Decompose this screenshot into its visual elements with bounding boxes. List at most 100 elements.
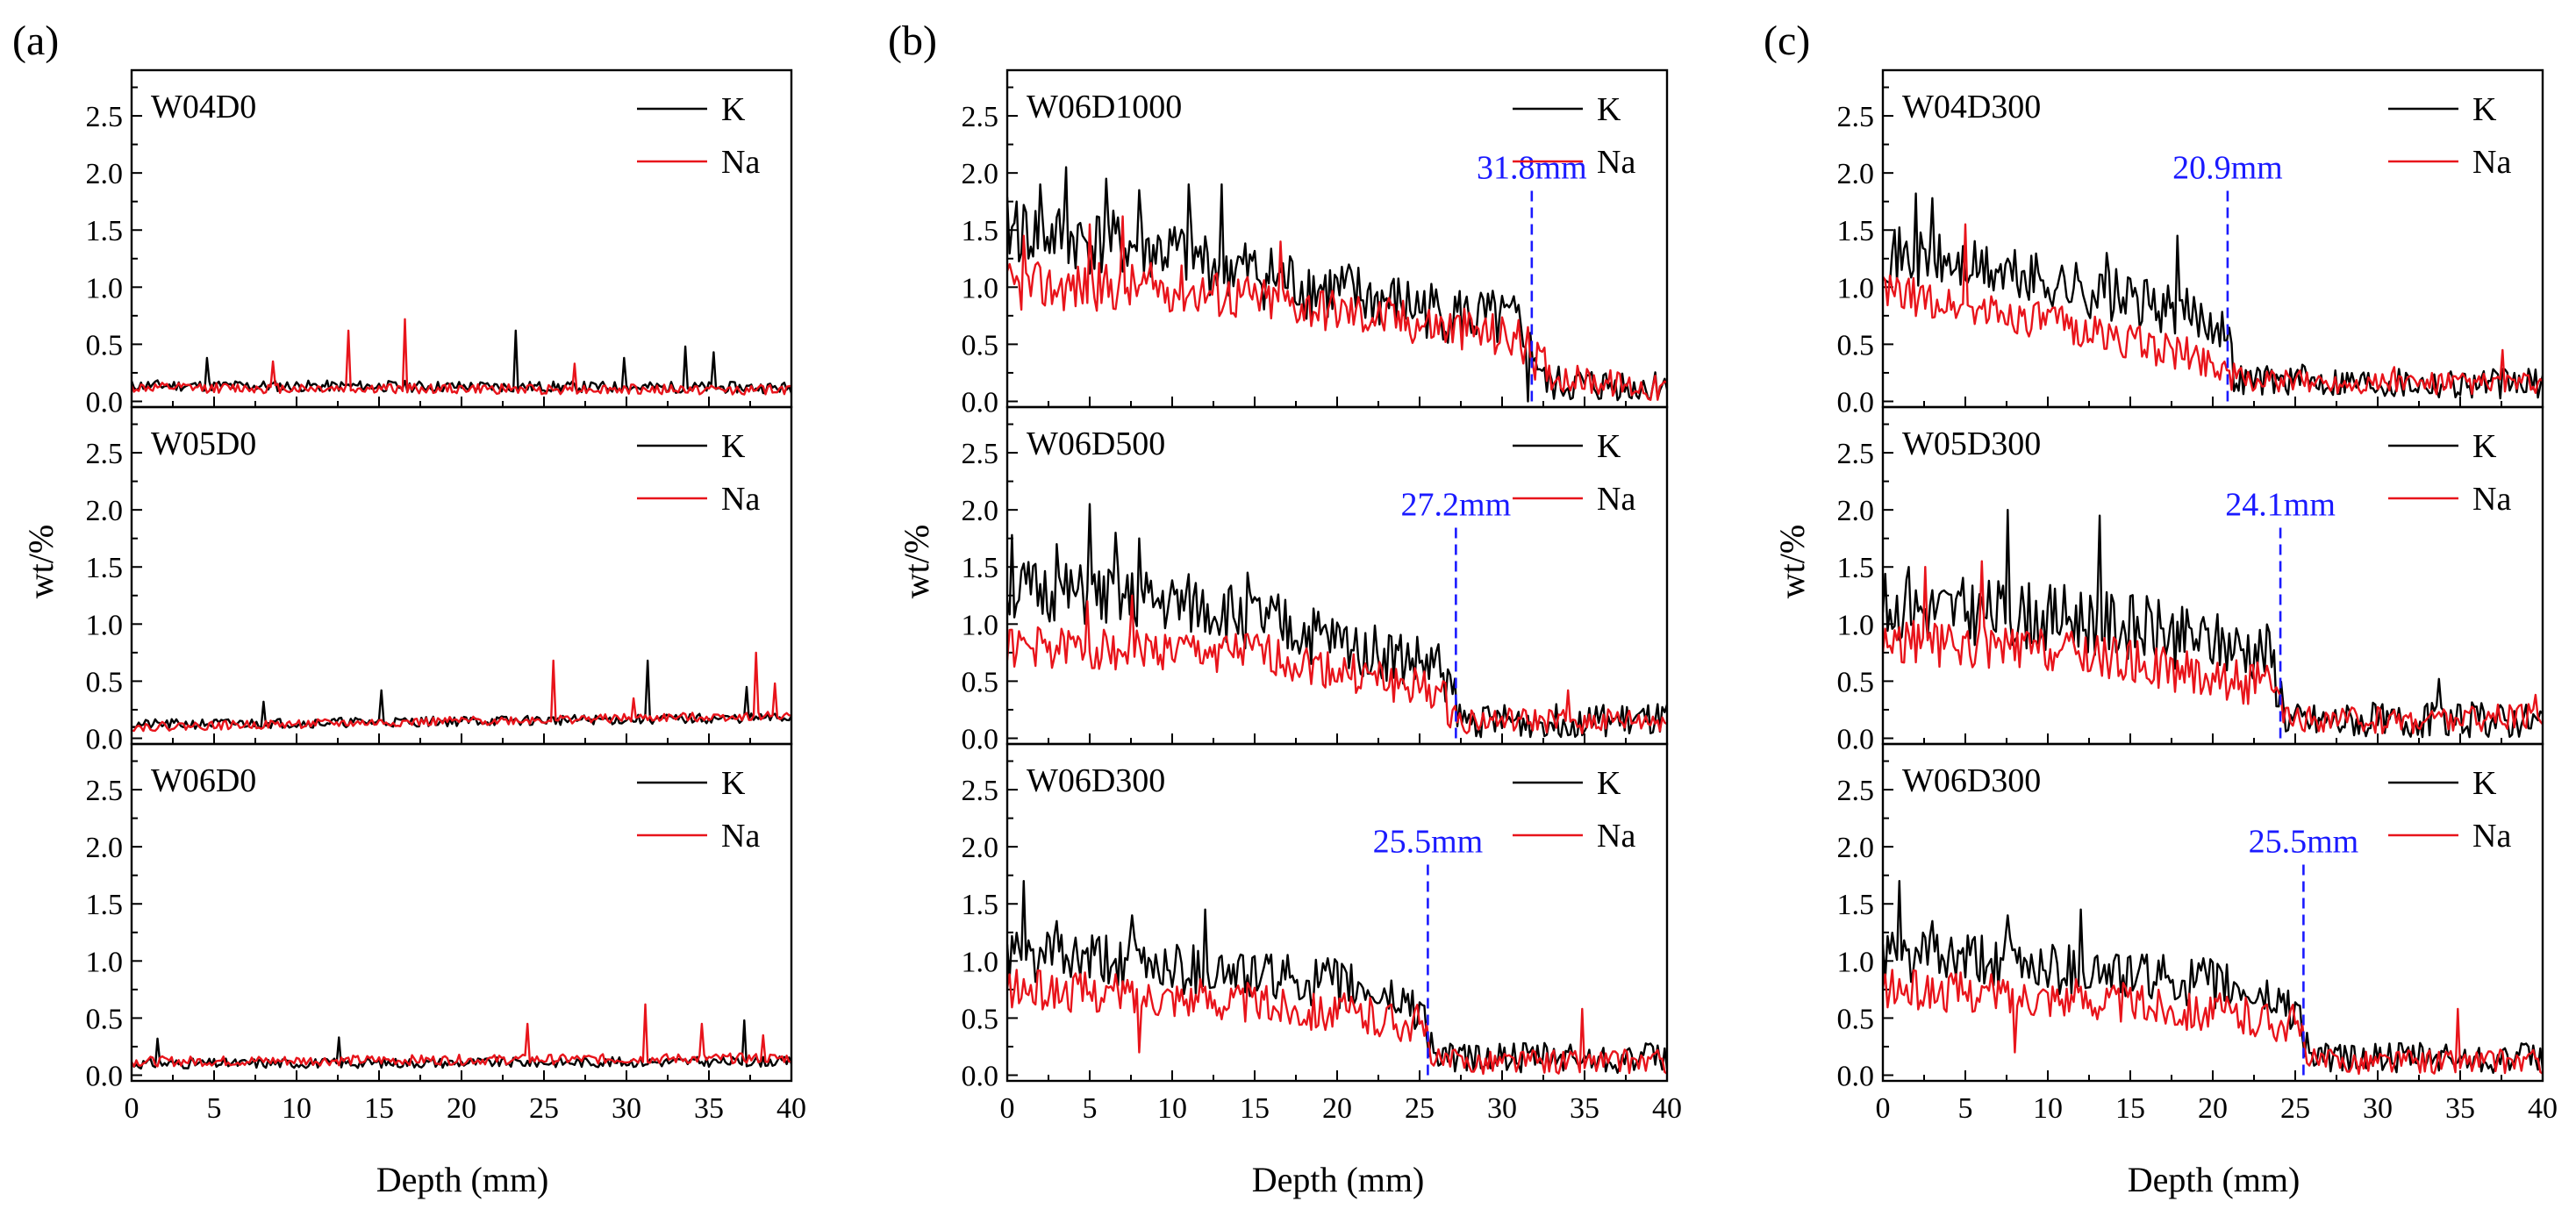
y-tick-label: 0.0 — [86, 723, 124, 755]
x-tick-label: 25 — [529, 1092, 559, 1125]
y-tick-label: 2.0 — [86, 832, 124, 864]
y-tick-label: 1.5 — [86, 552, 124, 584]
y-tick-label: 1.0 — [86, 609, 124, 641]
y-tick-label: 2.0 — [962, 158, 999, 190]
plot-frame — [130, 742, 793, 1083]
series-line-k — [1007, 166, 1667, 403]
x-tick-label: 5 — [207, 1092, 222, 1125]
y-tick-label: 1.0 — [1837, 946, 1875, 978]
y-tick-label: 2.0 — [1837, 495, 1875, 527]
y-tick-label: 2.5 — [962, 438, 999, 470]
x-tick-label: 10 — [1157, 1092, 1187, 1125]
y-tick-label: 0.0 — [962, 386, 999, 418]
subplot-title: W04D300 — [1902, 89, 2041, 125]
series-group — [132, 651, 791, 733]
y-tick-label: 0.0 — [962, 1060, 999, 1092]
series-line-k — [1007, 503, 1667, 739]
legend-label-na: Na — [2472, 144, 2511, 181]
x-tick-label: 40 — [1652, 1092, 1682, 1125]
y-tick-label: 1.5 — [962, 889, 999, 921]
y-tick-label: 1.0 — [962, 609, 999, 641]
legend-label-k: K — [2472, 91, 2497, 128]
y-tick-label: 0.5 — [86, 666, 124, 698]
x-tick-label: 25 — [2280, 1092, 2310, 1125]
legend-label-na: Na — [721, 481, 760, 518]
x-tick-label: 5 — [1958, 1092, 1973, 1125]
y-tick-label: 0.0 — [962, 723, 999, 755]
depth-marker-label: 20.9mm — [2172, 150, 2283, 187]
subplot-w05d0: 0.0 0.5 1.0 1.5 2.0 2.5 W05D0 K Na — [86, 405, 793, 755]
subplot-title: W04D0 — [151, 89, 256, 125]
y-tick-label: 1.0 — [1837, 609, 1875, 641]
subplot-w04d300: 0.0 0.5 1.0 1.5 2.0 2.5 20.9mm W04D300 K Na — [1837, 68, 2544, 418]
subplot-title: W06D500 — [1027, 426, 1165, 462]
y-tick-label: 1.5 — [86, 889, 124, 921]
series-line-k — [1883, 192, 2543, 400]
subplot-w06d0: 0.0 0.5 1.0 1.5 2.0 2.5 0 5 10 15 20 25 30 35 40 W06D0 K… — [86, 742, 806, 1125]
series-group — [1883, 509, 2543, 739]
y-tick-label: 0.5 — [962, 1003, 999, 1035]
y-tick-label: 2.5 — [86, 775, 124, 807]
subplot-w06d1000: 0.0 0.5 1.0 1.5 2.0 2.5 31.8mm W06D1000 K Na — [962, 68, 1669, 418]
y-tick-label: 1.5 — [962, 215, 999, 247]
subplot-title: W05D0 — [151, 426, 256, 462]
y-tick-label: 1.5 — [1837, 552, 1875, 584]
legend-label-na: Na — [2472, 481, 2511, 518]
x-tick-label: 30 — [2363, 1092, 2393, 1125]
plot-frame — [1881, 742, 2544, 1083]
y-tick-label: 1.5 — [962, 552, 999, 584]
x-tick-label: 10 — [282, 1092, 311, 1125]
depth-marker-label: 25.5mm — [2249, 824, 2359, 861]
y-tick-label: 0.5 — [1837, 666, 1875, 698]
y-tick-label: 1.5 — [86, 215, 124, 247]
series-line-na — [1007, 969, 1667, 1076]
legend-label-k: K — [2472, 428, 2497, 465]
series-group — [132, 318, 791, 396]
series-line-na — [1007, 594, 1667, 734]
x-tick-label: 0 — [1000, 1092, 1015, 1125]
legend-label-na: Na — [2472, 818, 2511, 855]
panel-label-b: (b) — [888, 18, 937, 64]
legend-label-k: K — [1597, 765, 1621, 802]
x-tick-label: 30 — [612, 1092, 641, 1125]
y-tick-label: 1.0 — [962, 272, 999, 304]
subplot-title: W06D300 — [1027, 762, 1165, 799]
legend-label-na: Na — [721, 818, 760, 855]
subplot-title: W06D1000 — [1027, 89, 1182, 125]
y-tick-label: 2.5 — [1837, 438, 1875, 470]
x-tick-label: 15 — [2115, 1092, 2145, 1125]
series-line-k — [132, 329, 791, 395]
x-tick-label: 5 — [1083, 1092, 1098, 1125]
x-tick-label: 0 — [125, 1092, 140, 1125]
legend-label-k: K — [721, 91, 746, 128]
y-tick-label: 2.5 — [962, 101, 999, 133]
legend-label-k: K — [1597, 91, 1621, 128]
y-tick-label: 1.5 — [1837, 215, 1875, 247]
y-tick-label: 0.0 — [1837, 723, 1875, 755]
depth-marker-label: 24.1mm — [2225, 487, 2336, 524]
x-axis-label-b: Depth (mm) — [1252, 1160, 1425, 1199]
y-axis-label-b: wt/% — [897, 525, 936, 598]
panel-label-c: (c) — [1764, 18, 1810, 64]
legend-label-k: K — [1597, 428, 1621, 465]
x-tick-label: 35 — [694, 1092, 724, 1125]
legend-label-na: Na — [1597, 481, 1635, 518]
subplots: 0.0 0.5 1.0 1.5 2.0 2.5 W04D0 K Na 0.0 0.5 1.0 1.5 2.… — [86, 68, 2558, 1125]
series-line-na — [1883, 223, 2543, 396]
y-axis-label-c: wt/% — [1772, 525, 1812, 598]
depth-marker-label: 27.2mm — [1401, 487, 1512, 524]
y-axis-label-a: wt/% — [21, 525, 61, 598]
y-tick-label: 0.5 — [962, 666, 999, 698]
y-tick-label: 2.0 — [962, 832, 999, 864]
series-line-na — [132, 651, 791, 733]
x-tick-label: 35 — [2445, 1092, 2475, 1125]
series-line-na — [132, 318, 791, 396]
y-tick-label: 0.0 — [86, 386, 124, 418]
subplot-w06d300: 0.0 0.5 1.0 1.5 2.0 2.5 0 5 10 15 20 25 30 35 40 25.5mm… — [962, 742, 1682, 1125]
y-tick-label: 0.5 — [86, 329, 124, 361]
y-tick-label: 0.5 — [1837, 1003, 1875, 1035]
y-tick-label: 1.0 — [962, 946, 999, 978]
y-tick-label: 2.5 — [1837, 101, 1875, 133]
y-tick-label: 2.0 — [86, 495, 124, 527]
